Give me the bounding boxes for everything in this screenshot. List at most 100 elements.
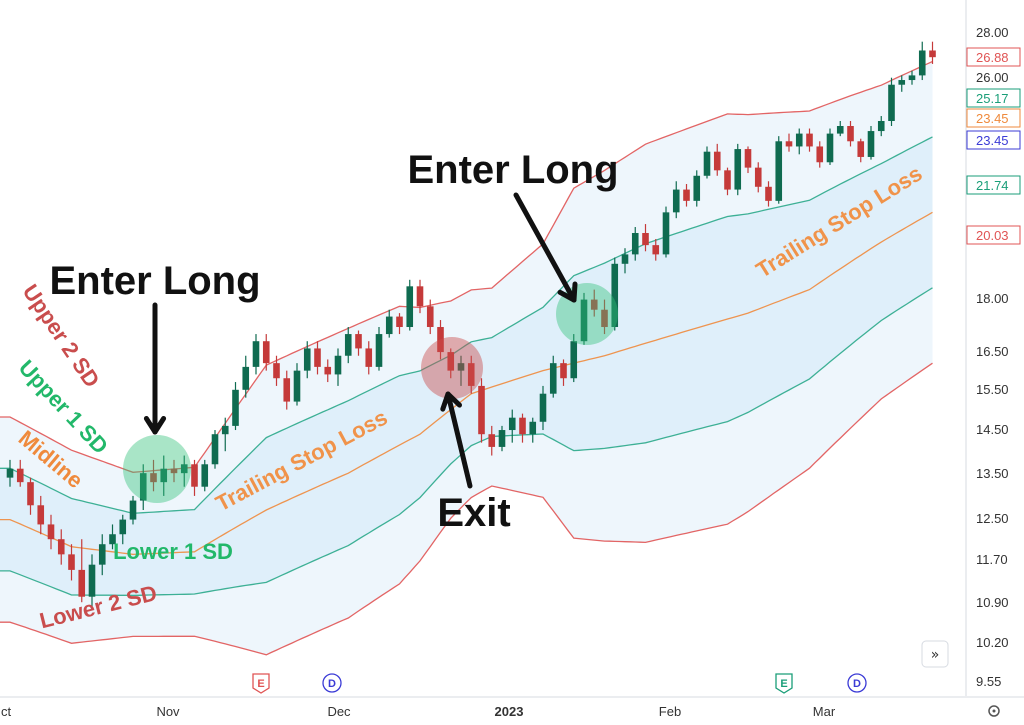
- double-chevron-right-icon: »: [931, 647, 940, 663]
- band-fill-layer: [0, 61, 933, 655]
- price-badge-label: 25.17: [976, 91, 1009, 106]
- candle-body: [283, 378, 291, 402]
- candle-body: [713, 151, 721, 171]
- exit-annotation-label: Exit: [437, 491, 510, 535]
- candle-body: [539, 393, 547, 422]
- candle-body: [180, 464, 188, 474]
- candle-body: [457, 363, 465, 371]
- annotation-arrow-shaft: [513, 192, 577, 303]
- price-tick-label: 10.90: [976, 595, 1009, 610]
- candle-body: [293, 370, 301, 402]
- candle-body: [109, 534, 116, 545]
- candle-body: [580, 299, 588, 342]
- price-badge-label: 23.45: [976, 133, 1009, 148]
- candles-layer: [6, 41, 936, 608]
- price-tick-label: 15.50: [976, 382, 1009, 397]
- candle-body: [611, 263, 619, 328]
- candle-body: [816, 146, 824, 163]
- candle-body: [498, 430, 506, 447]
- candle-body: [847, 126, 854, 142]
- earnings-marker[interactable]: [775, 673, 793, 694]
- candle-body: [334, 355, 342, 375]
- candle-body: [273, 363, 280, 379]
- candle-body: [529, 421, 537, 435]
- annotation-arrow-shaft: [445, 391, 473, 489]
- price-badge-label: 26.88: [976, 50, 1009, 65]
- price-badge-frame: [966, 88, 1021, 108]
- candle-body: [344, 334, 352, 356]
- candle-body: [601, 309, 608, 328]
- candle-body: [734, 149, 742, 190]
- candle-body: [867, 131, 875, 157]
- scroll-to-realtime-button[interactable]: [921, 640, 949, 668]
- candle-body: [754, 167, 762, 187]
- candle-body: [375, 334, 383, 367]
- candle-body: [478, 385, 485, 435]
- candle-body: [324, 366, 332, 375]
- candle-body: [621, 254, 629, 264]
- candle-body: [170, 468, 178, 474]
- candle-body: [447, 352, 455, 371]
- candle-body: [242, 366, 250, 390]
- price-tick-label: 13.50: [976, 466, 1009, 481]
- price-badge-frame: [966, 108, 1021, 128]
- dividend-marker[interactable]: [847, 673, 867, 693]
- time-axis-label: Feb: [659, 704, 681, 719]
- settings-gear-center: [992, 709, 996, 713]
- price-axis: 28.00 26.00 18.00 16.50 15.50 14.50 13.50 12.50…: [965, 0, 1024, 696]
- annotations-layer: Enter Long Enter Long Exit: [49, 148, 618, 535]
- dividend-marker[interactable]: [322, 673, 342, 693]
- candle-body: [68, 554, 75, 570]
- annotation-arrow-head: [440, 391, 462, 412]
- candle-body: [806, 133, 813, 147]
- candle-body: [78, 569, 86, 597]
- candle-body: [662, 212, 670, 255]
- candle-body: [508, 417, 516, 431]
- candle-body: [703, 151, 711, 176]
- candle-body: [98, 544, 106, 565]
- candle-body: [27, 482, 34, 506]
- candle-body: [201, 464, 209, 487]
- price-tick-label: 11.70: [976, 552, 1008, 567]
- candle-body: [191, 464, 198, 487]
- candle-body: [898, 80, 906, 85]
- annotation-arrow-head: [557, 281, 578, 303]
- band-label: Lower 1 SD: [113, 539, 233, 564]
- settings-gear-icon[interactable]: [988, 705, 1000, 717]
- time-axis-label: ct: [1, 704, 12, 719]
- candle-body: [519, 417, 526, 435]
- time-axis-label: Nov: [156, 704, 180, 719]
- price-badge-frame: [966, 225, 1021, 245]
- price-tick-label: 10.20: [976, 635, 1009, 650]
- candle-body: [426, 306, 434, 328]
- time-axis-label: Dec: [327, 704, 351, 719]
- candle-body: [785, 141, 793, 147]
- price-tick-label: 9.55: [976, 674, 1001, 689]
- candle-body: [908, 75, 916, 81]
- price-badge-label: 20.03: [976, 228, 1009, 243]
- candle-body: [232, 389, 239, 426]
- price-badge-frame: [966, 175, 1021, 195]
- price-tick-label: 14.50: [976, 422, 1009, 437]
- price-tick-label: 16.50: [976, 344, 1009, 359]
- price-tick-label: 26.00: [976, 70, 1009, 85]
- candle-body: [857, 141, 865, 157]
- candle-body: [221, 425, 229, 435]
- chart-controls: »: [921, 640, 1000, 717]
- candle-body: [365, 348, 373, 367]
- time-axis-background: [0, 697, 966, 725]
- candle-body: [47, 524, 55, 540]
- entry-annotation-label: Enter Long: [49, 259, 260, 303]
- candle-body: [119, 519, 127, 535]
- candle-body: [918, 50, 926, 76]
- entry-signal-circle: [556, 283, 618, 345]
- earnings-marker[interactable]: [252, 673, 270, 694]
- candle-body: [416, 286, 424, 307]
- candle-body: [642, 233, 649, 246]
- candle-body: [888, 84, 895, 121]
- candle-body: [396, 316, 403, 328]
- candle-body: [672, 189, 680, 213]
- candle-body: [385, 316, 393, 335]
- band-line-mid: [0, 211, 933, 556]
